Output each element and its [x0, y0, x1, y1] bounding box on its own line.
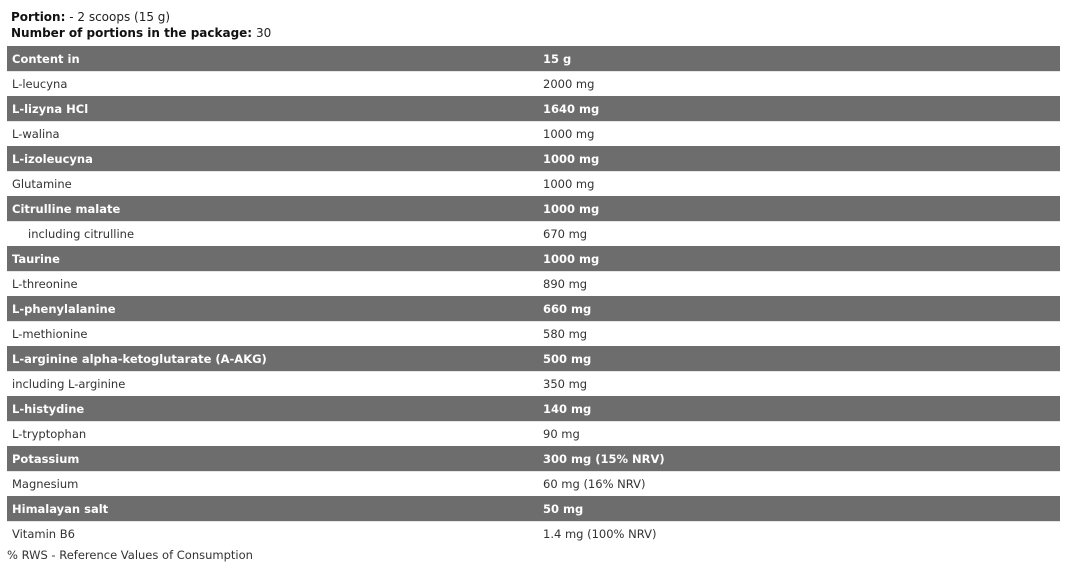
ingredient-amount: 300 mg (15% NRV): [538, 446, 1060, 471]
ingredient-amount: 1000 mg: [538, 121, 1060, 146]
table-row: L-methionine 580 mg: [7, 321, 1060, 346]
table-row: L-tryptophan 90 mg: [7, 421, 1060, 446]
table-row: L-threonine 890 mg: [7, 271, 1060, 296]
ingredient-name: L-methionine: [7, 321, 538, 346]
table-row: Citrulline malate 1000 mg: [7, 196, 1060, 221]
portion-info: Portion: - 2 scoops (15 g) Number of por…: [7, 9, 1060, 41]
ingredient-amount: 500 mg: [538, 346, 1060, 371]
nutrition-table: Content in 15 g L-leucyna 2000 mg L-lizyna…: [7, 46, 1060, 546]
ingredient-amount: 1640 mg: [538, 96, 1060, 121]
table-row: Potassium 300 mg (15% NRV): [7, 446, 1060, 471]
portion-line: Portion: - 2 scoops (15 g): [11, 10, 171, 24]
table-row: including citrulline 670 mg: [7, 221, 1060, 246]
table-row: Taurine 1000 mg: [7, 246, 1060, 271]
ingredient-amount: 1000 mg: [538, 171, 1060, 196]
ingredient-amount: 580 mg: [538, 321, 1060, 346]
ingredient-name: L-threonine: [7, 271, 538, 296]
ingredient-amount: 670 mg: [538, 221, 1060, 246]
ingredient-name: Taurine: [7, 246, 538, 271]
table-row: Vitamin B6 1.4 mg (100% NRV): [7, 521, 1060, 546]
ingredient-name: Potassium: [7, 446, 538, 471]
ingredient-amount: 90 mg: [538, 421, 1060, 446]
ingredient-name: L-leucyna: [7, 71, 538, 96]
ingredient-name: Magnesium: [7, 471, 538, 496]
portions-count-line: Number of portions in the package: 30: [11, 26, 272, 40]
ingredient-amount: 60 mg (16% NRV): [538, 471, 1060, 496]
table-row: L-izoleucyna 1000 mg: [7, 146, 1060, 171]
ingredient-amount: 1000 mg: [538, 146, 1060, 171]
ingredient-name: L-phenylalanine: [7, 296, 538, 321]
ingredient-amount: 2000 mg: [538, 71, 1060, 96]
table-row: L-walina 1000 mg: [7, 121, 1060, 146]
ingredient-name: L-izoleucyna: [7, 146, 538, 171]
table-row: L-arginine alpha-ketoglutarate (A-AKG) 50…: [7, 346, 1060, 371]
header-amount: 15 g: [538, 46, 1060, 71]
footnote: % RWS - Reference Values of Consumption: [7, 548, 253, 562]
table-row: L-leucyna 2000 mg: [7, 71, 1060, 96]
ingredient-amount: 890 mg: [538, 271, 1060, 296]
ingredient-name: including citrulline: [7, 221, 538, 246]
table-row: L-histydine 140 mg: [7, 396, 1060, 421]
ingredient-amount: 140 mg: [538, 396, 1060, 421]
table-header: Content in 15 g: [7, 46, 1060, 71]
ingredient-name: Glutamine: [7, 171, 538, 196]
table-row: Glutamine 1000 mg: [7, 171, 1060, 196]
ingredient-name: L-lizyna HCl: [7, 96, 538, 121]
ingredient-amount: 1000 mg: [538, 196, 1060, 221]
ingredient-amount: 1000 mg: [538, 246, 1060, 271]
ingredient-name: Citrulline malate: [7, 196, 538, 221]
table-row: including L-arginine 350 mg: [7, 371, 1060, 396]
ingredient-amount: 1.4 mg (100% NRV): [538, 521, 1060, 546]
ingredient-amount: 50 mg: [538, 496, 1060, 521]
header-content: Content in: [7, 46, 538, 71]
ingredient-name: Himalayan salt: [7, 496, 538, 521]
table-row: Magnesium 60 mg (16% NRV): [7, 471, 1060, 496]
table-row: Himalayan salt 50 mg: [7, 496, 1060, 521]
ingredient-name: L-walina: [7, 121, 538, 146]
table-row: L-phenylalanine 660 mg: [7, 296, 1060, 321]
ingredient-name: Vitamin B6: [7, 521, 538, 546]
ingredient-name: L-histydine: [7, 396, 538, 421]
ingredient-amount: 350 mg: [538, 371, 1060, 396]
table-row: L-lizyna HCl 1640 mg: [7, 96, 1060, 121]
ingredient-name: L-arginine alpha-ketoglutarate (A-AKG): [7, 346, 538, 371]
ingredient-amount: 660 mg: [538, 296, 1060, 321]
ingredient-name: L-tryptophan: [7, 421, 538, 446]
ingredient-name: including L-arginine: [7, 371, 538, 396]
